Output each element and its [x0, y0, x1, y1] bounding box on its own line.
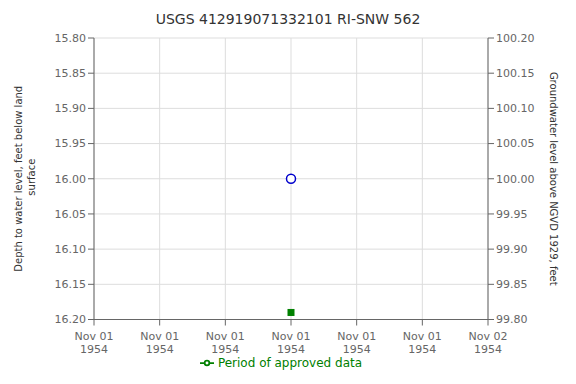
- svg-text:99.80: 99.80: [496, 313, 528, 326]
- svg-text:100.05: 100.05: [496, 137, 535, 150]
- html-text:Period of approved data: Period of approved data: [217, 355, 363, 370]
- svg-text:16.10: 16.10: [55, 243, 87, 256]
- svg-text:99.85: 99.85: [496, 278, 528, 291]
- html-text:USGS 412919071332101 RI-SNW 56: USGS 412919071332101 RI-SNW 562: [155, 11, 421, 27]
- svg-text:Groundwater level above NGVD 1: Groundwater level above NGVD 1929, feet: [548, 72, 559, 286]
- svg-text:15.90: 15.90: [55, 102, 87, 115]
- svg-text:Nov 011954: Nov 011954: [206, 330, 245, 356]
- svg-text:15.85: 15.85: [55, 67, 87, 80]
- svg-text:16.20: 16.20: [55, 313, 87, 326]
- svg-text:99.90: 99.90: [496, 243, 528, 256]
- svg-text:99.95: 99.95: [496, 208, 528, 221]
- svg-text:100.10: 100.10: [496, 102, 535, 115]
- svg-text:100.15: 100.15: [496, 67, 535, 80]
- svg-text:15.95: 15.95: [55, 137, 87, 150]
- svg-text:Nov 021954: Nov 021954: [469, 330, 508, 356]
- svg-text:Nov 011954: Nov 011954: [75, 330, 114, 356]
- svg-text:Nov 011954: Nov 011954: [337, 330, 376, 356]
- svg-text:16.00: 16.00: [55, 173, 87, 186]
- svg-text:Depth to water level, feet bel: Depth to water level, feet below land su…: [13, 86, 37, 272]
- svg-text:15.80: 15.80: [55, 32, 87, 45]
- svg-text:Nov 011954: Nov 011954: [140, 330, 179, 356]
- svg-text:16.15: 16.15: [55, 278, 87, 291]
- svg-text:16.05: 16.05: [55, 208, 87, 221]
- svg-text:100.20: 100.20: [496, 32, 535, 45]
- svg-text:Nov 011954: Nov 011954: [403, 330, 442, 356]
- svg-text:Nov 011954: Nov 011954: [272, 330, 311, 356]
- svg-text:100.00: 100.00: [496, 173, 535, 186]
